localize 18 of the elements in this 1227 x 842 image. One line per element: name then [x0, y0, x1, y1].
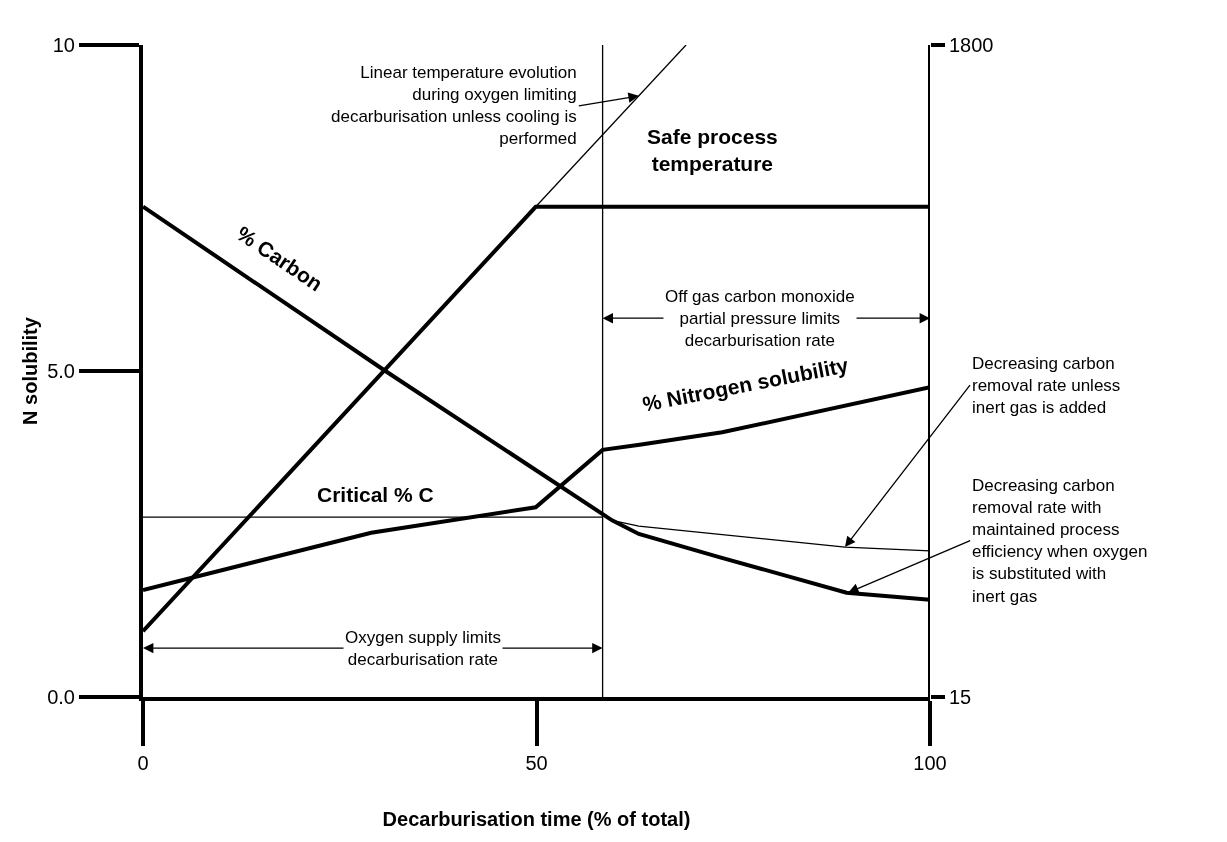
annotation: Oxygen supply limits decarburisation rate [345, 628, 501, 670]
y2-tick-label: 1800 [949, 34, 994, 56]
annotation: % Nitrogen solubility [640, 353, 851, 416]
y2-tick-label: 15 [949, 686, 972, 708]
annotation: Linear temperature evolution during oxygen limiting decarburisation unless cooling is performed [331, 63, 577, 149]
y-tick-label: 0.0 [47, 686, 75, 708]
x-tick-label: 100 [913, 752, 947, 774]
y-tick-label: 10 [52, 34, 75, 56]
x-tick-label: 0 [137, 752, 149, 774]
annotation: Safe process temperature [647, 125, 778, 176]
y-axis-title: N solubility [19, 316, 42, 425]
x-tick-label: 50 [525, 752, 548, 774]
annotation: Decreasing carbon removal rate with maintained process efficiency when oxygen is substituted with inert gas [972, 476, 1148, 606]
y-tick-label: 5.0 [47, 360, 75, 382]
annotation: Critical % C [317, 483, 434, 506]
annotation: Decreasing carbon removal rate unless inert gas is added [972, 354, 1121, 418]
annotation: Off gas carbon monoxide partial pressure limits decarburisation rate [665, 287, 855, 351]
x-axis-title: Decarburisation time (% of total) [382, 808, 691, 830]
